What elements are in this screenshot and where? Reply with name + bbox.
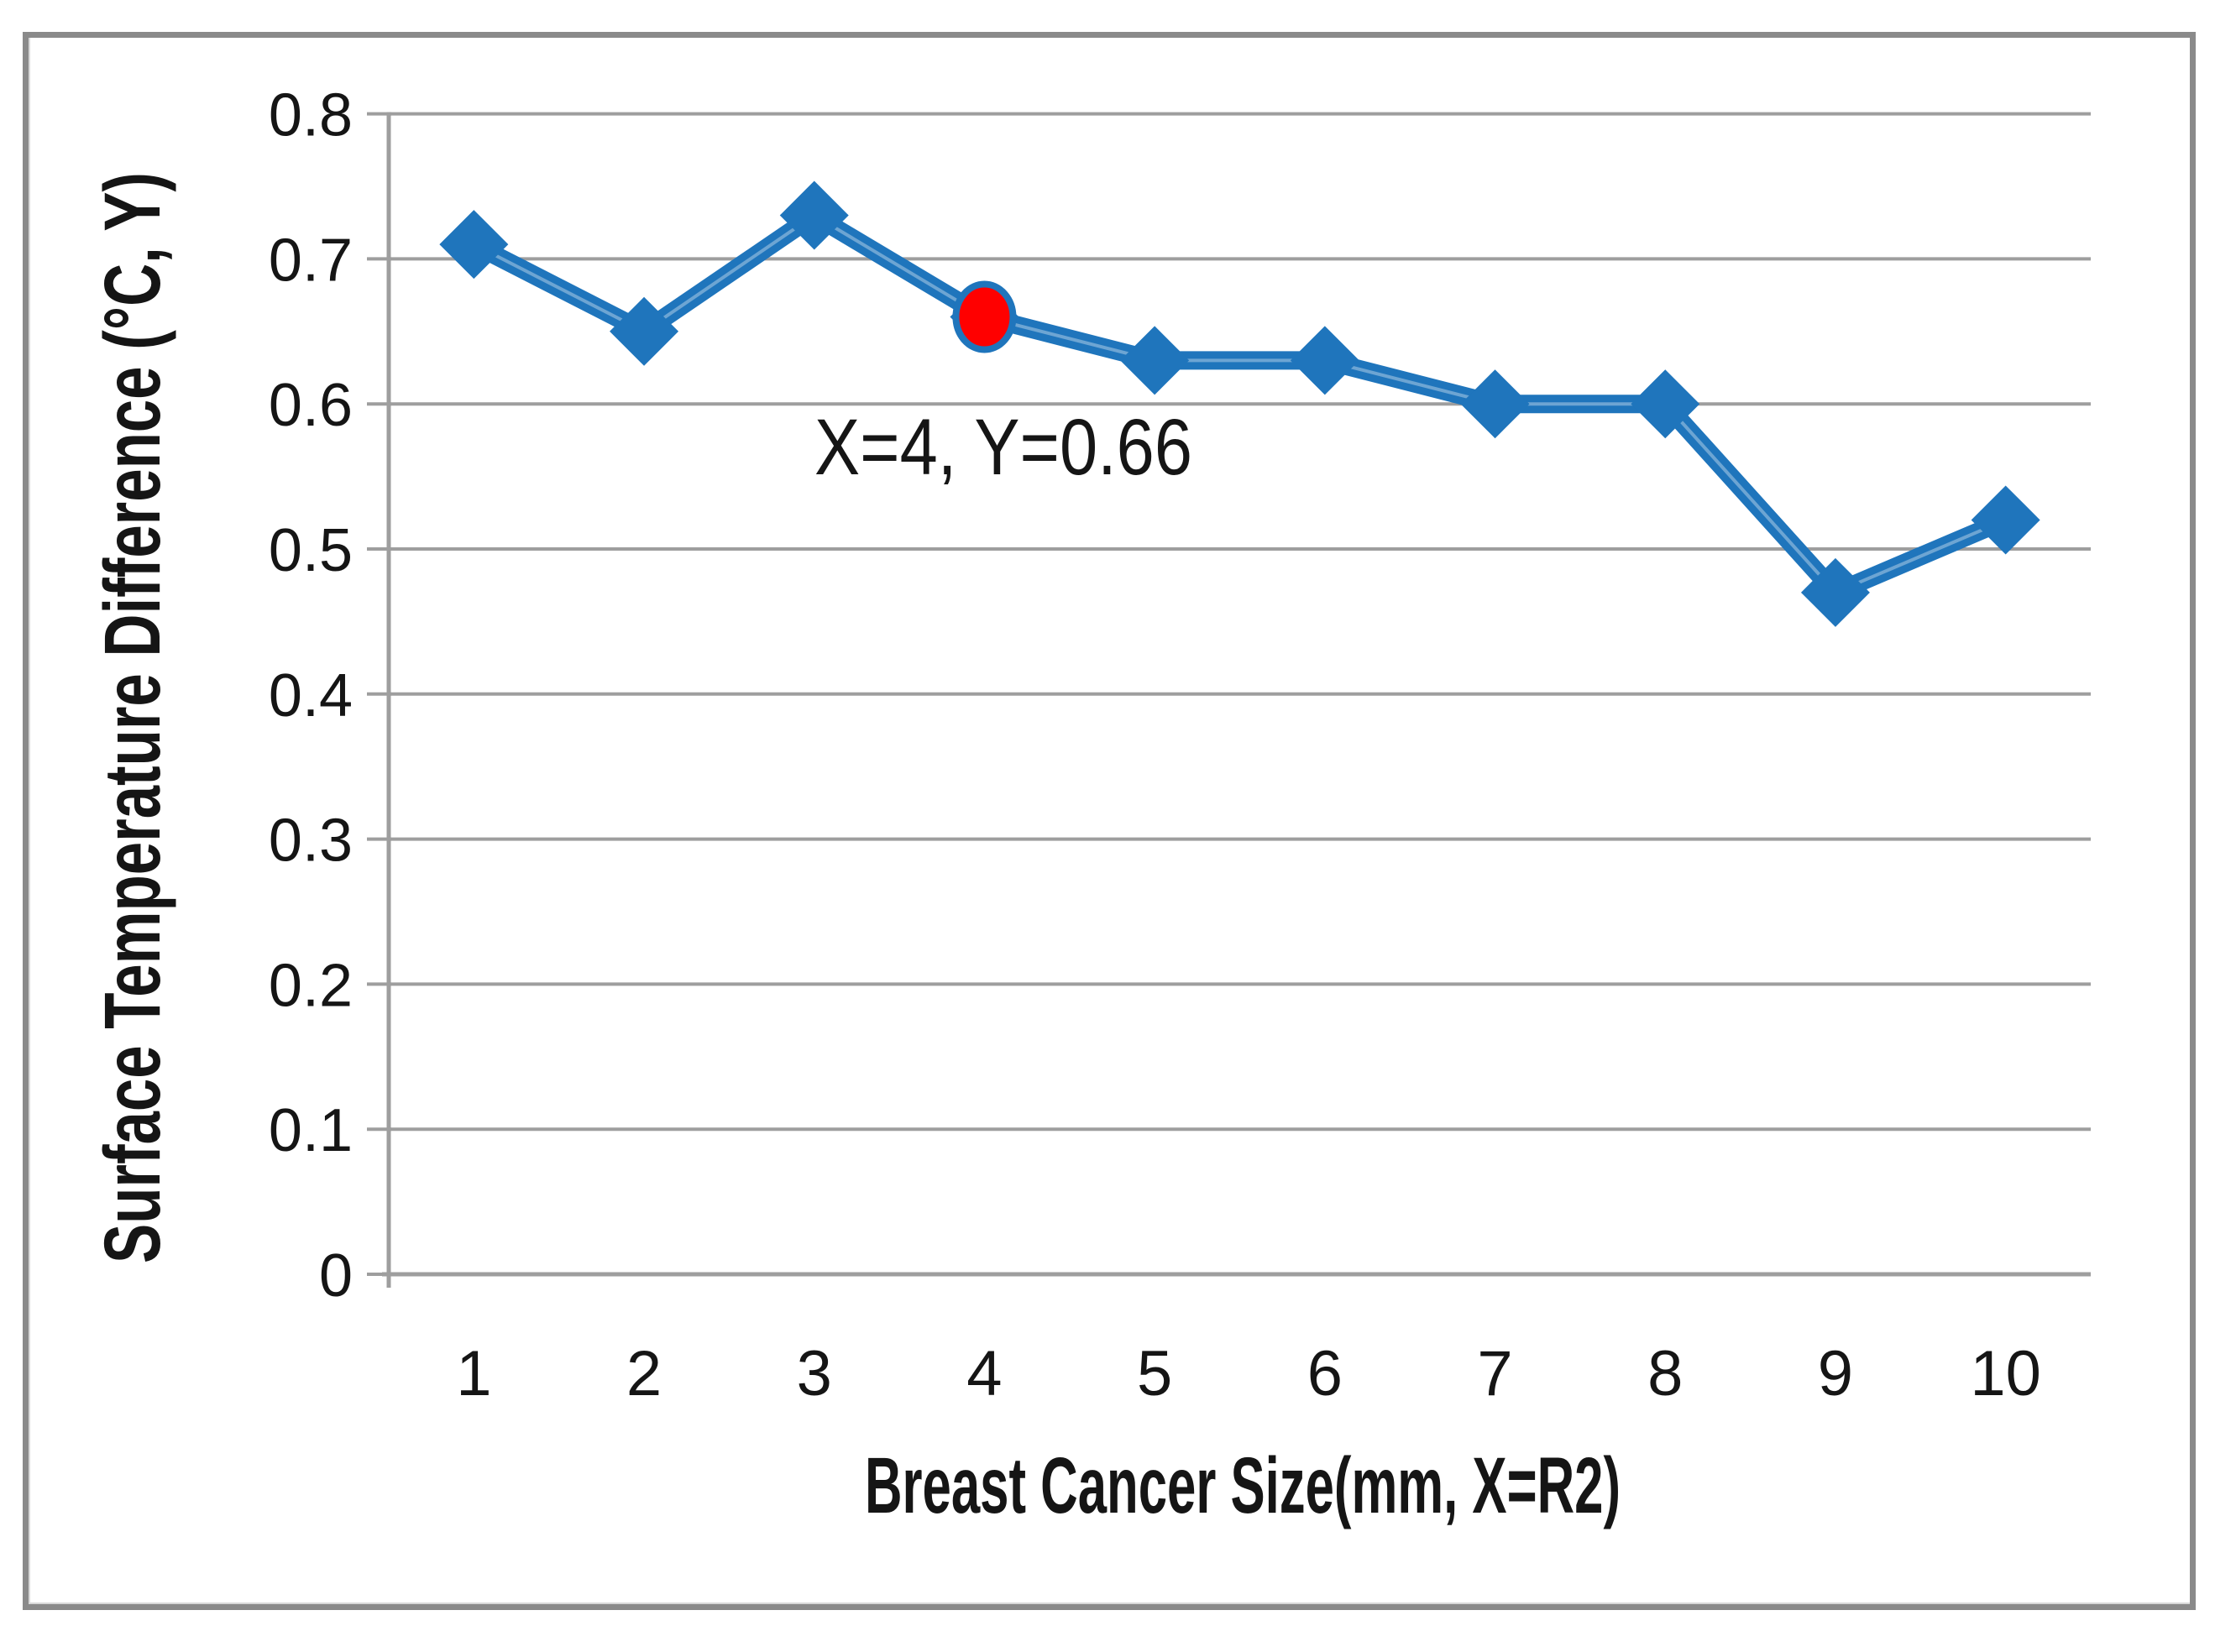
axes bbox=[367, 112, 2091, 1288]
x-tick-label: 9 bbox=[1818, 1338, 1853, 1409]
y-tick-label: 0.8 bbox=[269, 82, 353, 149]
data-point bbox=[1460, 369, 1530, 439]
y-tick-label: 0.5 bbox=[269, 517, 353, 584]
x-tick-label: 8 bbox=[1647, 1338, 1683, 1409]
gridlines bbox=[389, 112, 2091, 1276]
annotation-label: X=4, Y=0.66 bbox=[814, 403, 1192, 492]
tick-labels: 0 0.1 0.2 0.3 0.4 0.5 0.6 0.7 0.8 1 2 3 4 5 6 7 8 9 10 bbox=[269, 82, 2041, 1409]
x-tick-label: 6 bbox=[1307, 1338, 1343, 1409]
y-axis-title: Surface Temperature Difference (°C, Y) bbox=[88, 172, 177, 1263]
x-tick-label: 5 bbox=[1137, 1338, 1172, 1409]
x-tick-label: 1 bbox=[456, 1338, 491, 1409]
y-tick-label: 0.4 bbox=[269, 662, 353, 729]
series-line-gloss bbox=[472, 213, 2008, 594]
y-tick-label: 0.1 bbox=[269, 1097, 353, 1164]
chart-frame bbox=[23, 32, 2196, 1610]
y-tick-label: 0 bbox=[319, 1242, 353, 1310]
data-point bbox=[1971, 485, 2040, 555]
data-point bbox=[779, 180, 849, 250]
y-tick-label: 0.2 bbox=[269, 952, 353, 1019]
series-line bbox=[464, 206, 2015, 602]
data-point bbox=[1631, 369, 1700, 439]
data-point bbox=[439, 210, 509, 280]
highlighted-data-point bbox=[952, 280, 1017, 353]
data-series bbox=[439, 180, 2040, 627]
y-tick-label: 0.7 bbox=[269, 227, 353, 294]
data-point bbox=[1120, 326, 1190, 395]
y-tick-label: 0.6 bbox=[269, 372, 353, 439]
x-axis-title: Breast Cancer Size(mm, X=R2) bbox=[865, 1441, 1621, 1530]
x-tick-label: 3 bbox=[797, 1338, 832, 1409]
x-tick-label: 4 bbox=[966, 1338, 1002, 1409]
data-point bbox=[1290, 326, 1359, 395]
y-tick-label: 0.3 bbox=[269, 808, 353, 875]
x-tick-label: 2 bbox=[626, 1338, 662, 1409]
data-point bbox=[1800, 557, 1870, 627]
x-tick-label: 10 bbox=[1970, 1338, 2041, 1409]
data-point bbox=[610, 296, 679, 366]
x-tick-label: 7 bbox=[1477, 1338, 1512, 1409]
